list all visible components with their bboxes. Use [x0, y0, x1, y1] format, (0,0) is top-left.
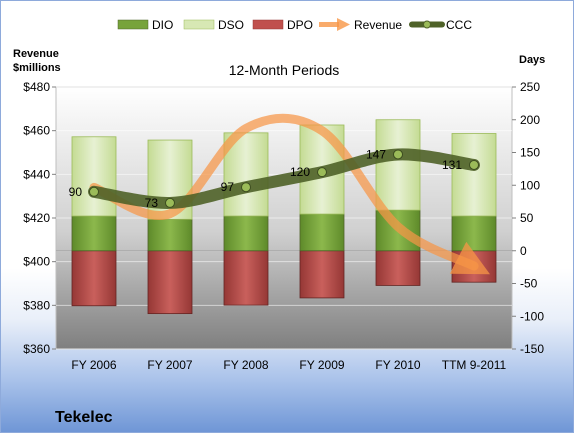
left-tick-label: $380 [23, 298, 50, 312]
x-tick-label: FY 2008 [223, 358, 268, 372]
legend-item-ccc: CCC [409, 18, 472, 32]
left-tick-label: $360 [23, 342, 50, 356]
ccc-point [469, 159, 479, 170]
left-axis-title-line2: $millions [13, 62, 61, 74]
dio-bar [147, 218, 193, 252]
legend-item-dso: DSO [183, 18, 244, 32]
ccc-point [317, 167, 327, 178]
dpo-bar [299, 250, 345, 299]
ccc-series: 90 73 97 120 147 131 [69, 147, 480, 210]
right-tick-label: -150 [520, 342, 544, 356]
x-tick-label: FY 2009 [299, 358, 344, 372]
dso-bar [71, 136, 117, 217]
x-tick-label: FY 2006 [71, 358, 116, 372]
ccc-data-label: 147 [366, 147, 386, 161]
ccc-point [165, 197, 175, 208]
ccc-data-label: 120 [290, 165, 310, 179]
legend-label-dso: DSO [218, 18, 244, 32]
left-axis-title-line1: Revenue [13, 48, 59, 60]
ccc-point [393, 149, 403, 160]
revenue-series [89, 113, 490, 275]
legend-item-revenue: Revenue [319, 18, 402, 32]
ccc-line [88, 148, 480, 209]
dpo-bar [223, 250, 269, 306]
right-tick-label: 0 [520, 244, 527, 258]
x-tick-label: TTM 9-2011 [442, 358, 507, 372]
left-tick-label: $460 [23, 124, 50, 138]
left-tick-label: $420 [23, 211, 50, 225]
ccc-data-label: 90 [69, 185, 83, 199]
ccc-data-label: 73 [145, 196, 159, 210]
left-tick-label: $440 [23, 167, 50, 181]
legend-label-revenue: Revenue [354, 18, 402, 32]
ccc-point [241, 182, 251, 193]
right-tick-label: 100 [520, 178, 540, 192]
right-tick-label: -100 [520, 309, 544, 323]
revenue-line [89, 113, 490, 275]
dio-bar [71, 215, 117, 252]
chart-title: 12-Month Periods [229, 62, 340, 78]
legend-label-ccc: CCC [446, 18, 472, 32]
right-tick-label: 150 [520, 146, 540, 160]
legend-label-dpo: DPO [287, 18, 313, 32]
dpo-bar [147, 250, 193, 315]
ccc-point [89, 186, 99, 197]
right-axis-title: Days [519, 54, 545, 66]
left-tick-label: $480 [23, 80, 50, 94]
legend-label-dio: DIO [152, 18, 173, 32]
right-tick-label: -50 [520, 277, 538, 291]
x-tick-label: FY 2010 [375, 358, 420, 372]
dpo-bar [71, 250, 117, 307]
right-tick-label: 200 [520, 113, 540, 127]
ccc-data-label: 131 [442, 158, 462, 172]
axes: $360 $380 $400 $420 $440 $460 $480 -150 -100 -50 0… [23, 80, 544, 372]
dso-bar [375, 119, 421, 211]
dio-bar [451, 215, 497, 252]
company-name: Tekelec [55, 409, 113, 426]
gridlines [56, 86, 512, 350]
x-tick-label: FY 2007 [147, 358, 192, 372]
dso-bar [451, 133, 497, 217]
left-tick-label: $400 [23, 255, 50, 269]
legend-item-dio: DIO [117, 18, 173, 32]
legend-item-dpo: DPO [252, 18, 313, 32]
right-tick-label: 250 [520, 80, 540, 94]
dio-bar [299, 213, 345, 252]
right-tick-label: 50 [520, 211, 534, 225]
legend: DIO DSO DPO Revenue CCC [117, 18, 472, 32]
ccc-data-label: 97 [221, 180, 235, 194]
dio-bar [223, 215, 269, 252]
dpo-bar [375, 250, 421, 286]
